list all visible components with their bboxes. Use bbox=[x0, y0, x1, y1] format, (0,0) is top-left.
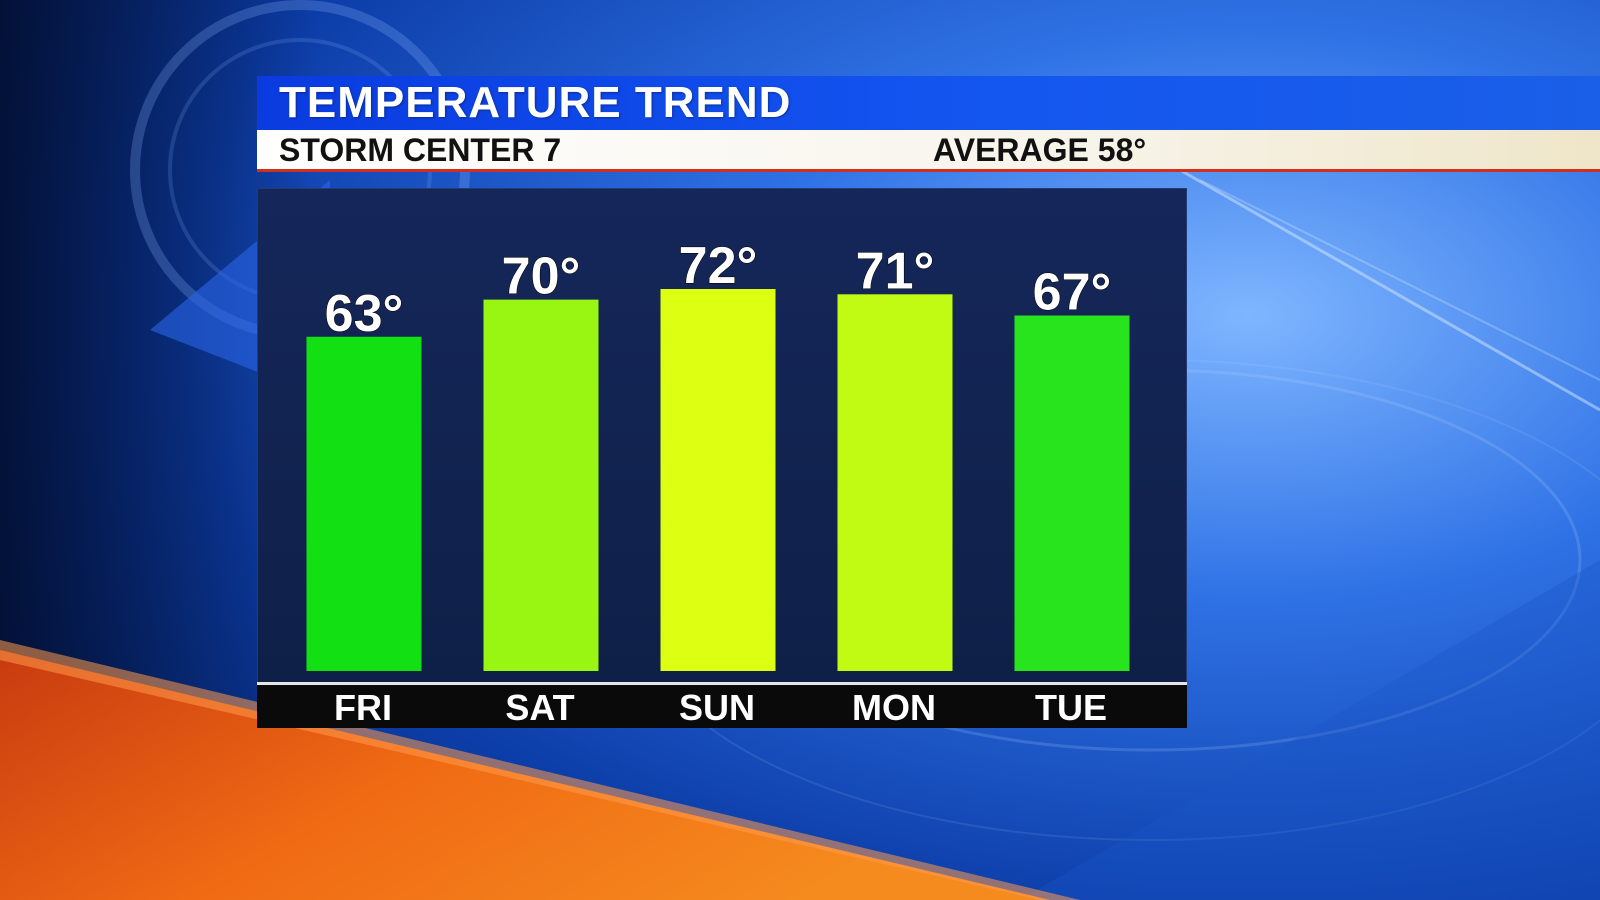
page-title: TEMPERATURE TREND bbox=[279, 78, 792, 127]
subtitle-banner: STORM CENTER 7 AVERAGE 58° bbox=[257, 130, 1600, 172]
day-label-strip bbox=[257, 682, 1187, 728]
bar-fri bbox=[306, 336, 422, 671]
day-label-fri: FRI bbox=[334, 687, 392, 728]
temperature-bar-chart: 63° 70° 72° 71° 67° bbox=[306, 237, 1130, 671]
day-labels: FRI SAT SUN MON TUE bbox=[334, 687, 1107, 728]
day-label-tue: TUE bbox=[1035, 687, 1107, 728]
bar-mon bbox=[837, 294, 953, 671]
day-label-sat: SAT bbox=[505, 687, 574, 728]
value-label-sat: 70° bbox=[502, 248, 581, 306]
average-temperature: AVERAGE 58° bbox=[933, 132, 1147, 168]
value-label-tue: 67° bbox=[1033, 264, 1112, 322]
value-label-fri: 63° bbox=[325, 285, 404, 343]
day-label-mon: MON bbox=[852, 687, 936, 728]
value-label-mon: 71° bbox=[856, 242, 935, 300]
bar-sun bbox=[660, 289, 776, 671]
bar-tue bbox=[1014, 315, 1130, 671]
day-label-sun: SUN bbox=[679, 687, 755, 728]
title-banner: TEMPERATURE TREND bbox=[257, 76, 1600, 130]
bar-sat bbox=[483, 299, 599, 671]
chart-panel: 63° 70° 72° 71° 67° bbox=[257, 188, 1187, 728]
value-label-sun: 72° bbox=[679, 237, 758, 295]
station-label: STORM CENTER 7 bbox=[279, 132, 562, 168]
